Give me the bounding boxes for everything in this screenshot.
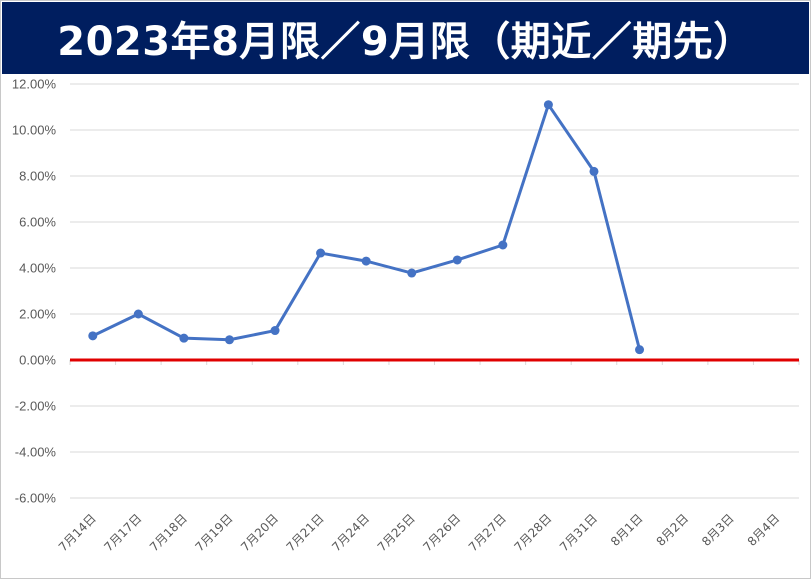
y-tick-label: 4.00% xyxy=(19,261,56,276)
data-point xyxy=(224,335,234,345)
y-tick-label: -2.00% xyxy=(15,399,57,414)
data-point xyxy=(179,333,189,343)
y-tick-label: 6.00% xyxy=(19,215,56,230)
data-point xyxy=(316,248,326,258)
x-tick-label: 7月14日 xyxy=(56,511,99,554)
data-point xyxy=(88,331,98,341)
x-tick-label: 7月21日 xyxy=(284,511,327,554)
x-tick-label: 8月1日 xyxy=(608,511,646,549)
y-tick-label: 8.00% xyxy=(19,169,56,184)
x-tick-label: 8月2日 xyxy=(654,511,692,549)
y-tick-label: -4.00% xyxy=(15,445,57,460)
x-tick-label: 8月3日 xyxy=(699,511,737,549)
x-tick-label: 7月24日 xyxy=(329,511,372,554)
x-tick-label: 7月20日 xyxy=(238,511,281,554)
chart-title-bar: 2023年8月限／9月限（期近／期先） xyxy=(2,2,809,74)
data-point xyxy=(543,100,553,110)
x-tick-label: 7月18日 xyxy=(147,511,190,554)
y-tick-label: 12.00% xyxy=(12,77,57,92)
y-tick-label: -6.00% xyxy=(15,491,57,506)
x-tick-label: 7月25日 xyxy=(375,511,418,554)
data-point xyxy=(589,166,599,176)
x-tick-label: 7月19日 xyxy=(193,511,236,554)
data-point xyxy=(452,255,462,265)
data-point xyxy=(361,256,371,266)
data-point xyxy=(635,345,645,355)
series-line xyxy=(92,103,641,351)
chart-title: 2023年8月限／9月限（期近／期先） xyxy=(57,19,754,65)
x-tick-label: 7月26日 xyxy=(420,511,463,554)
data-point xyxy=(498,240,508,250)
x-tick-label: 7月27日 xyxy=(466,511,509,554)
x-tick-label: 7月28日 xyxy=(511,511,554,554)
y-tick-label: 0.00% xyxy=(19,353,56,368)
data-point xyxy=(270,326,280,336)
x-tick-label: 8月4日 xyxy=(745,511,783,549)
data-point xyxy=(133,309,143,319)
data-point xyxy=(407,268,417,278)
x-tick-label: 7月31日 xyxy=(557,511,600,554)
x-tick-label: 7月17日 xyxy=(101,511,144,554)
y-tick-label: 10.00% xyxy=(12,123,57,138)
y-tick-label: 2.00% xyxy=(19,307,56,322)
